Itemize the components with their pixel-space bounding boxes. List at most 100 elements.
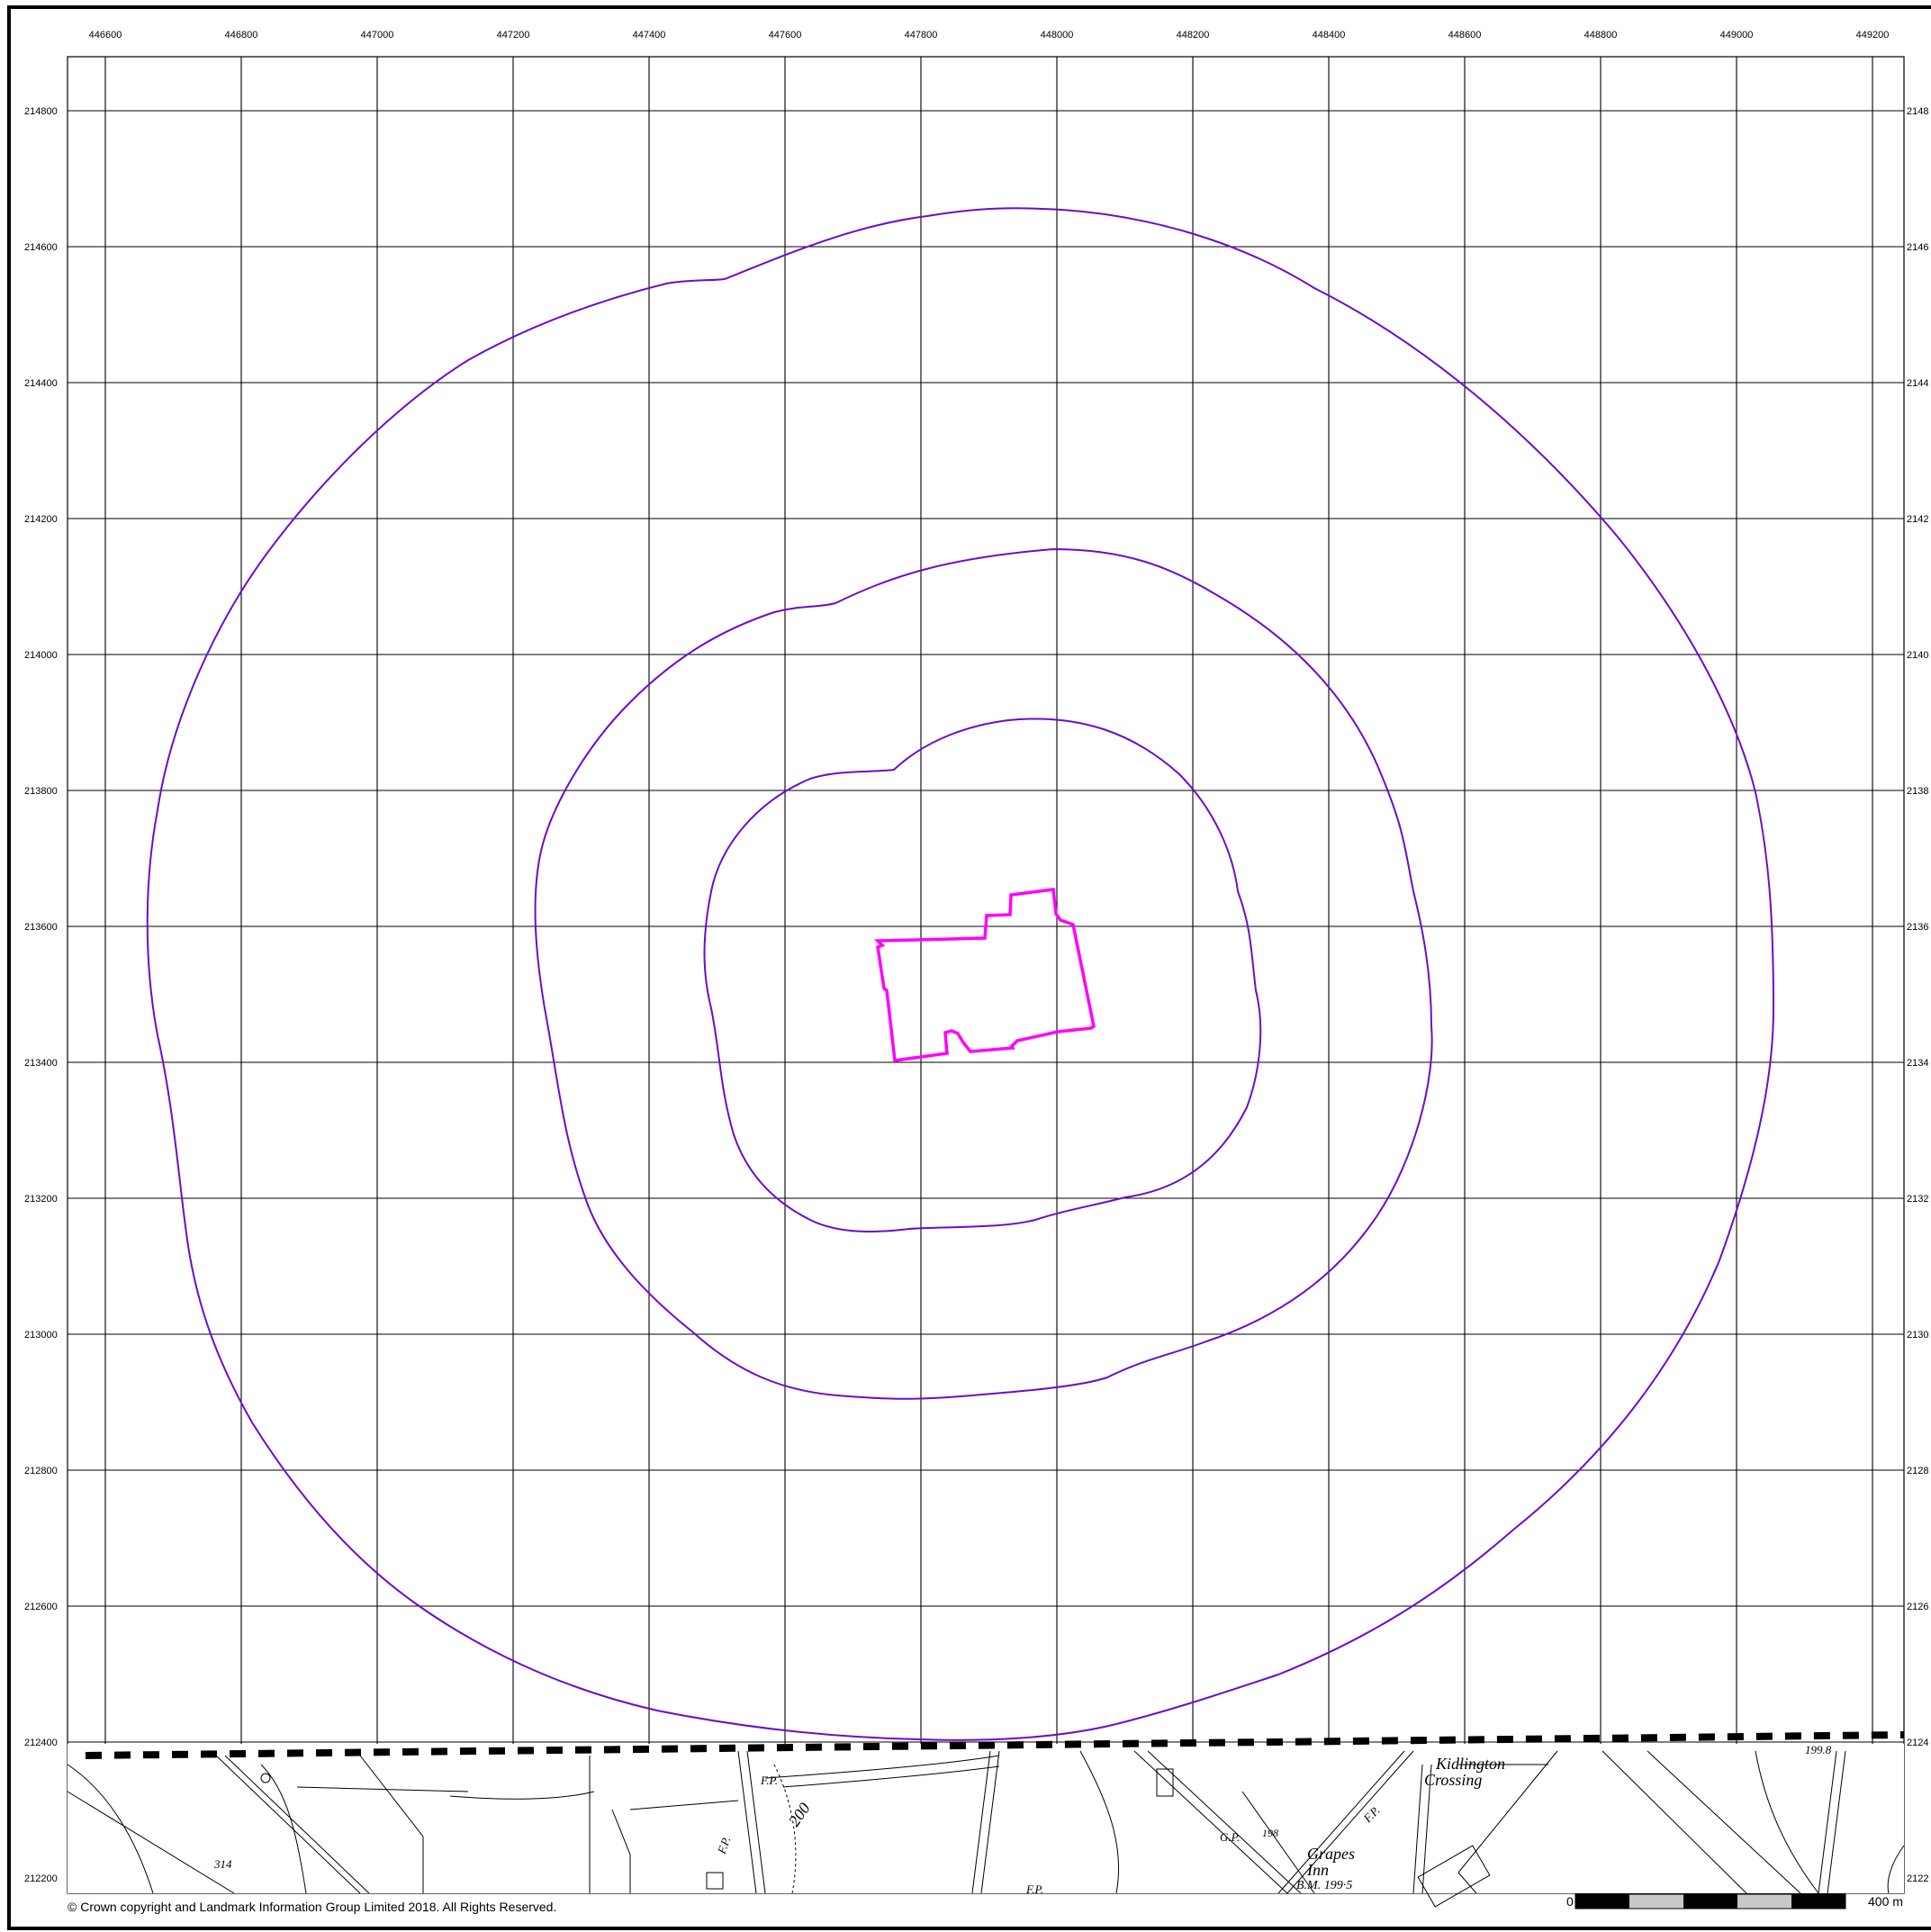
map-area [67, 56, 1905, 1894]
basemap-strip [67, 1731, 1905, 1908]
y-tick-label-right: 2132 [1907, 1194, 1928, 1205]
y-tick-label-right: 2122 [1907, 1873, 1928, 1884]
road [1412, 1764, 1423, 1894]
field-boundary [260, 1764, 307, 1894]
field-boundary [1457, 1872, 1477, 1894]
y-tick-label-left: 213400 [24, 1058, 58, 1069]
spot-height-label: 314 [213, 1857, 232, 1871]
field-boundary [67, 1791, 235, 1894]
building [1417, 1845, 1491, 1908]
y-tick-label-left: 212400 [24, 1738, 58, 1748]
x-tick-label: 447800 [905, 30, 938, 41]
place-label-inn: Inn [1306, 1861, 1329, 1879]
y-tick-label-right: 2144 [1907, 378, 1928, 389]
field-boundary [782, 1765, 1000, 1788]
field-boundary [629, 1800, 739, 1810]
buffer-ring-inner [703, 718, 1262, 1232]
y-tick-label-right: 2140 [1907, 650, 1928, 661]
x-tick-label: 449000 [1720, 30, 1754, 41]
y-tick-label-right: 2146 [1907, 242, 1928, 253]
place-label-grapes: Grapes [1307, 1845, 1355, 1863]
y-tick-label-left: 213200 [24, 1194, 58, 1205]
y-tick-label-left: 213800 [24, 786, 58, 797]
field-boundary [764, 1755, 1000, 1779]
spot-height-label: 198 [1262, 1827, 1278, 1839]
field-boundary [1602, 1750, 1747, 1894]
x-tick-labels: 446600 446800 447000 447200 447400 447600 4478… [89, 30, 1890, 41]
field-boundary [359, 1755, 424, 1893]
y-tick-label-left: 214400 [24, 378, 58, 389]
scale-bar: 0 400 m [1566, 1893, 1903, 1909]
building [706, 1872, 724, 1890]
y-tick-label-right: 2136 [1907, 922, 1928, 933]
railway-line [224, 1755, 370, 1894]
scale-bar-end-label: 400 m [1868, 1894, 1903, 1909]
y-tick-label-left: 213600 [24, 922, 58, 933]
railway-line [1277, 1750, 1405, 1894]
x-tick-label: 447400 [633, 30, 666, 41]
footpath-label: F.P. [1025, 1882, 1043, 1896]
field-boundary [611, 1809, 631, 1893]
footpath [773, 1764, 797, 1894]
x-tick-label: 447000 [361, 30, 394, 41]
field-boundary [1755, 1750, 1819, 1894]
buffer-ring-middle [534, 547, 1433, 1400]
y-tick-label-right: 2142 [1907, 514, 1928, 525]
scale-bar-start-label: 0 [1566, 1894, 1574, 1909]
y-tick-label-left: 212200 [24, 1873, 58, 1884]
footpath-label: F.P. [714, 1835, 733, 1856]
y-tick-label-left: 214800 [24, 106, 58, 117]
x-tick-label: 448600 [1448, 30, 1482, 41]
x-tick-label: 447200 [497, 30, 530, 41]
road [737, 1750, 757, 1894]
x-tick-label: 448800 [1584, 30, 1618, 41]
x-tick-label: 449200 [1856, 30, 1890, 41]
field-boundary [449, 1791, 595, 1800]
y-tick-label-left: 213000 [24, 1330, 58, 1341]
y-tick-label-left: 214200 [24, 514, 58, 525]
y-tick-label-right: 2134 [1907, 1058, 1928, 1069]
tree-symbol [260, 1773, 271, 1783]
field-boundary [1457, 1750, 1558, 1873]
y-tick-label-right: 2130 [1907, 1330, 1928, 1341]
y-tick-label-right: 2138 [1907, 786, 1928, 797]
basemap-labels: Kidlington Crossing Grapes Inn B.M. 199·… [213, 1743, 1832, 1896]
buffer-ring-outer [146, 207, 1775, 1741]
railway-line [1286, 1750, 1414, 1894]
railway-line [215, 1755, 361, 1894]
field-boundary [1887, 1845, 1905, 1894]
site-boundary [873, 888, 1096, 1062]
y-tick-label-right: 2148 [1907, 106, 1928, 117]
footpath-label: F.P. [760, 1774, 778, 1787]
x-tick-label: 447600 [769, 30, 802, 41]
copyright-notice: © Crown copyright and Landmark Informati… [68, 1900, 556, 1914]
road [980, 1750, 1000, 1894]
y-tick-label-right: 2126 [1907, 1602, 1928, 1612]
place-label-crossing: Crossing [1424, 1771, 1482, 1789]
field-boundary [1647, 1750, 1801, 1894]
x-tick-label: 446600 [89, 30, 122, 41]
y-tick-label-right: 2124 [1907, 1738, 1928, 1748]
road [1827, 1750, 1846, 1894]
road [971, 1750, 991, 1894]
gravel-pit-label: G.P. [1220, 1830, 1240, 1844]
field-boundary [1079, 1750, 1120, 1894]
y-tick-label-left: 214000 [24, 650, 58, 661]
y-tick-label-left: 214600 [24, 242, 58, 253]
field-boundary [67, 1764, 154, 1894]
parish-boundary-dashed [85, 1731, 1905, 1759]
x-tick-label: 448200 [1177, 30, 1210, 41]
y-tick-label-left: 212600 [24, 1602, 58, 1612]
road [1818, 1750, 1837, 1894]
x-tick-label: 446800 [225, 30, 258, 41]
y-tick-label-right: 2128 [1907, 1466, 1928, 1476]
x-tick-label: 448400 [1313, 30, 1346, 41]
benchmark-label: B.M. 199·5 [1296, 1879, 1352, 1892]
road [1133, 1750, 1288, 1894]
y-tick-labels: 214800 2148 214600 2146 214400 2144 214200 2142… [24, 106, 1928, 1884]
road [746, 1750, 766, 1894]
buffer-rings [146, 207, 1775, 1741]
building [1156, 1768, 1174, 1797]
place-label-kidlington: Kidlington [1435, 1755, 1505, 1773]
